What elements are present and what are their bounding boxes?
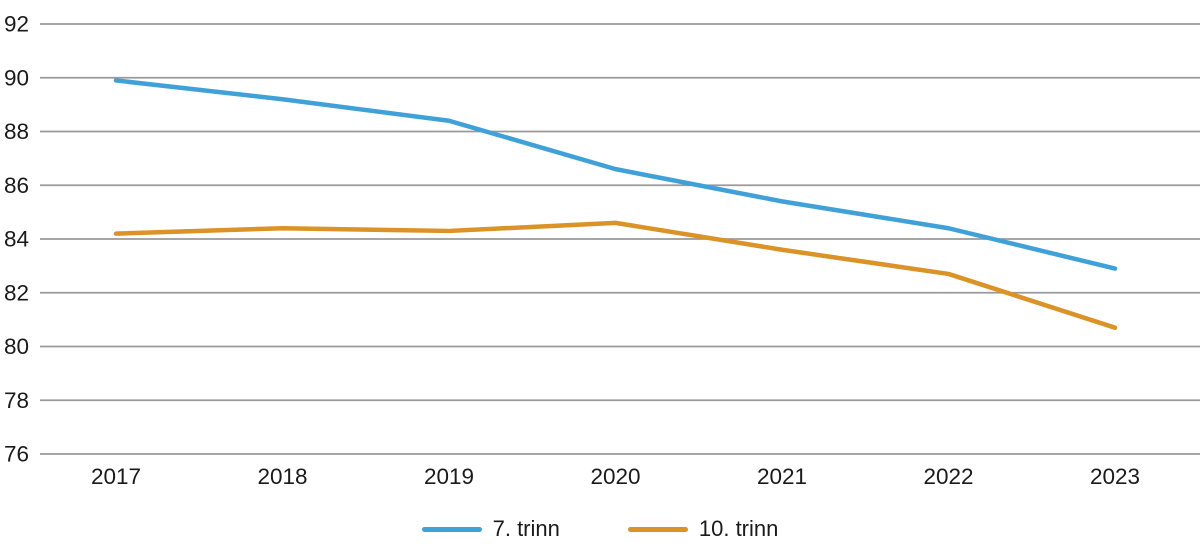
legend-swatch-10-trinn — [627, 526, 688, 532]
y-axis-tick-label: 88 — [4, 119, 29, 144]
series-line-7-trinn — [113, 78, 1118, 271]
x-axis-tick-label: 2022 — [923, 464, 973, 489]
x-axis-tick-label: 2018 — [257, 464, 307, 489]
y-axis-tick-label: 76 — [4, 442, 29, 467]
x-axis-tick-label: 2021 — [757, 464, 807, 489]
y-axis-tick-label: 90 — [4, 65, 29, 90]
x-axis-tick-label: 2019 — [424, 464, 474, 489]
x-axis-tick-label: 2023 — [1090, 464, 1140, 489]
x-axis-tick-label: 2020 — [590, 464, 640, 489]
y-axis-tick-label: 80 — [4, 334, 29, 359]
legend-label-10-trinn: 10. trinn — [698, 516, 779, 541]
legend-item-7-trinn: 7. trinn — [421, 516, 560, 541]
y-axis-tick-label: 78 — [4, 388, 29, 413]
y-axis-tick-label: 86 — [4, 173, 29, 198]
legend-label-7-trinn: 7. trinn — [492, 516, 560, 541]
legend-item-10-trinn: 10. trinn — [627, 516, 779, 541]
series-line-10-trinn — [113, 220, 1118, 330]
x-axis-tick-label: 2017 — [91, 464, 141, 489]
y-axis-tick-label: 82 — [4, 280, 29, 305]
legend-swatch-7-trinn — [421, 526, 482, 532]
y-axis-tick-label: 84 — [4, 227, 29, 252]
y-axis-tick-label: 92 — [4, 12, 29, 37]
chart-legend: 7. trinn 10. trinn — [0, 518, 1200, 540]
